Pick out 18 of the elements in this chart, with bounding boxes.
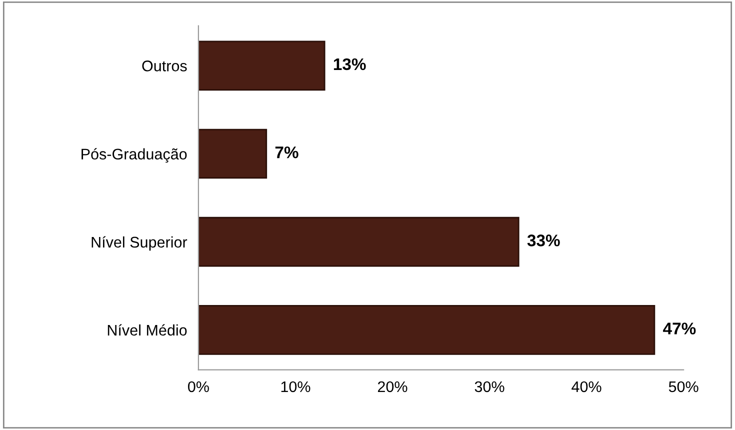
x-tick-label: 30% — [474, 381, 504, 392]
y-tick-label: Nível Médio — [108, 324, 187, 336]
y-tick-label: Outros — [142, 60, 187, 72]
bar — [198, 128, 268, 179]
y-tick-label: Pós-Graduação — [82, 148, 187, 163]
bar — [198, 40, 326, 91]
x-tick-label: 0% — [188, 381, 209, 392]
data-label: 7% — [275, 146, 298, 158]
data-label: 33% — [527, 234, 560, 246]
x-tick-label: 20% — [378, 381, 408, 392]
bar — [198, 305, 656, 355]
y-tick-label: Nível Superior — [92, 236, 188, 251]
data-label: 13% — [334, 58, 366, 70]
x-tick-label: 10% — [281, 381, 310, 392]
x-tick-label: 50% — [668, 381, 698, 392]
x-tick-label: 40% — [572, 381, 602, 392]
bar — [198, 216, 520, 267]
data-label: 47% — [663, 322, 696, 334]
